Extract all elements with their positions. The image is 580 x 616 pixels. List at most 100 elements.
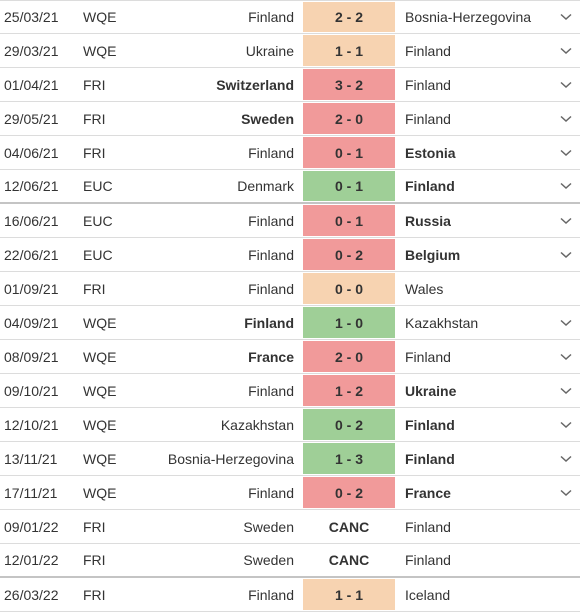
match-row[interactable]: 17/11/21 WQE Finland 0 - 2 France xyxy=(0,476,580,510)
chevron-down-icon[interactable] xyxy=(556,510,576,543)
match-row[interactable]: 16/06/21 EUC Finland 0 - 1 Russia xyxy=(0,204,580,238)
match-row[interactable]: 01/04/21 FRI Switzerland 3 - 2 Finland xyxy=(0,68,580,102)
match-date: 26/03/22 xyxy=(4,586,59,603)
away-team: Finland xyxy=(405,42,451,59)
match-score: 0 - 2 xyxy=(303,239,395,270)
away-team: Russia xyxy=(405,212,451,229)
match-row[interactable]: 25/03/21 WQE Finland 2 - 2 Bosnia-Herzeg… xyxy=(0,0,580,34)
chevron-down-icon[interactable] xyxy=(556,34,576,67)
home-team: Finland xyxy=(248,280,294,297)
chevron-down-icon[interactable] xyxy=(556,544,576,576)
match-date: 29/05/21 xyxy=(4,110,59,127)
chevron-down-icon[interactable] xyxy=(556,476,576,509)
chevron-down-icon[interactable] xyxy=(556,68,576,101)
away-team: Finland xyxy=(405,348,451,365)
chevron-down-icon[interactable] xyxy=(556,170,576,202)
match-score: 0 - 1 xyxy=(303,205,395,236)
home-team: Ukraine xyxy=(245,42,294,59)
match-competition: FRI xyxy=(83,76,106,93)
match-competition: FRI xyxy=(83,518,106,535)
away-team: Finland xyxy=(405,552,451,568)
match-row[interactable]: 09/10/21 WQE Finland 1 - 2 Ukraine xyxy=(0,374,580,408)
match-score: 0 - 0 xyxy=(303,273,395,304)
home-team: France xyxy=(248,348,294,365)
away-team: Wales xyxy=(405,280,444,297)
match-date: 12/06/21 xyxy=(4,178,59,194)
match-score: CANC xyxy=(328,552,370,568)
match-date: 01/04/21 xyxy=(4,76,59,93)
match-competition: EUC xyxy=(83,212,113,229)
home-team: Sweden xyxy=(243,552,294,568)
match-score: 1 - 0 xyxy=(303,307,395,338)
home-team: Switzerland xyxy=(216,76,294,93)
match-date: 29/03/21 xyxy=(4,42,59,59)
home-team: Bosnia-Herzegovina xyxy=(167,450,294,467)
chevron-down-icon[interactable] xyxy=(556,306,576,339)
chevron-down-icon[interactable] xyxy=(556,238,576,271)
match-date: 17/11/21 xyxy=(4,484,58,501)
match-date: 04/09/21 xyxy=(4,314,59,331)
match-date: 22/06/21 xyxy=(4,246,59,263)
match-score: 0 - 2 xyxy=(303,477,395,508)
match-competition: FRI xyxy=(83,110,106,127)
chevron-down-icon[interactable] xyxy=(556,204,576,237)
match-score: 0 - 2 xyxy=(303,409,395,440)
match-score: CANC xyxy=(328,518,370,535)
chevron-down-icon[interactable] xyxy=(556,340,576,373)
chevron-down-icon[interactable] xyxy=(556,272,576,305)
chevron-down-icon[interactable] xyxy=(556,1,576,33)
home-team: Sweden xyxy=(241,110,294,127)
home-team: Finland xyxy=(248,212,294,229)
match-competition: WQE xyxy=(83,382,117,399)
match-row[interactable]: 13/11/21 WQE Bosnia-Herzegovina 1 - 3 Fi… xyxy=(0,442,580,476)
match-row[interactable]: 09/01/22 FRI Sweden CANC Finland xyxy=(0,510,580,544)
away-team: Estonia xyxy=(405,144,456,161)
match-date: 01/09/21 xyxy=(4,280,59,297)
match-row[interactable]: 29/03/21 WQE Ukraine 1 - 1 Finland xyxy=(0,34,580,68)
chevron-down-icon[interactable] xyxy=(556,102,576,135)
away-team: Finland xyxy=(405,450,455,467)
match-row[interactable]: 01/09/21 FRI Finland 0 - 0 Wales xyxy=(0,272,580,306)
match-score: 3 - 2 xyxy=(303,69,395,100)
match-competition: FRI xyxy=(83,552,106,568)
match-row[interactable]: 04/09/21 WQE Finland 1 - 0 Kazakhstan xyxy=(0,306,580,340)
away-team: Finland xyxy=(405,178,455,194)
match-competition: FRI xyxy=(83,586,106,603)
home-team: Finland xyxy=(244,314,294,331)
match-date: 16/06/21 xyxy=(4,212,59,229)
chevron-down-icon[interactable] xyxy=(556,578,576,611)
match-competition: WQE xyxy=(83,484,117,501)
match-row[interactable]: 08/09/21 WQE France 2 - 0 Finland xyxy=(0,340,580,374)
match-row[interactable]: 22/06/21 EUC Finland 0 - 2 Belgium xyxy=(0,238,580,272)
match-row[interactable]: 12/06/21 EUC Denmark 0 - 1 Finland xyxy=(0,170,580,204)
home-team: Sweden xyxy=(243,518,294,535)
match-date: 13/11/21 xyxy=(4,450,58,467)
home-team: Kazakhstan xyxy=(220,416,294,433)
away-team: Finland xyxy=(405,416,455,433)
chevron-down-icon[interactable] xyxy=(556,374,576,407)
match-score: 1 - 2 xyxy=(303,375,395,406)
match-date: 09/10/21 xyxy=(4,382,59,399)
chevron-down-icon[interactable] xyxy=(556,136,576,169)
chevron-down-icon[interactable] xyxy=(556,408,576,441)
match-row[interactable]: 12/01/22 FRI Sweden CANC Finland xyxy=(0,544,580,578)
chevron-down-icon[interactable] xyxy=(556,442,576,475)
home-team: Denmark xyxy=(237,178,294,194)
match-competition: WQE xyxy=(83,9,117,25)
match-date: 04/06/21 xyxy=(4,144,59,161)
home-team: Finland xyxy=(248,144,294,161)
match-competition: WQE xyxy=(83,416,117,433)
home-team: Finland xyxy=(248,9,294,25)
away-team: Kazakhstan xyxy=(405,314,479,331)
match-row[interactable]: 29/05/21 FRI Sweden 2 - 0 Finland xyxy=(0,102,580,136)
home-team: Finland xyxy=(248,382,294,399)
match-row[interactable]: 04/06/21 FRI Finland 0 - 1 Estonia xyxy=(0,136,580,170)
home-team: Finland xyxy=(248,484,294,501)
away-team: Ukraine xyxy=(405,382,457,399)
match-score: 2 - 0 xyxy=(303,103,395,134)
match-date: 09/01/22 xyxy=(4,518,59,535)
match-competition: EUC xyxy=(83,246,113,263)
match-row[interactable]: 26/03/22 FRI Finland 1 - 1 Iceland xyxy=(0,578,580,612)
match-row[interactable]: 12/10/21 WQE Kazakhstan 0 - 2 Finland xyxy=(0,408,580,442)
